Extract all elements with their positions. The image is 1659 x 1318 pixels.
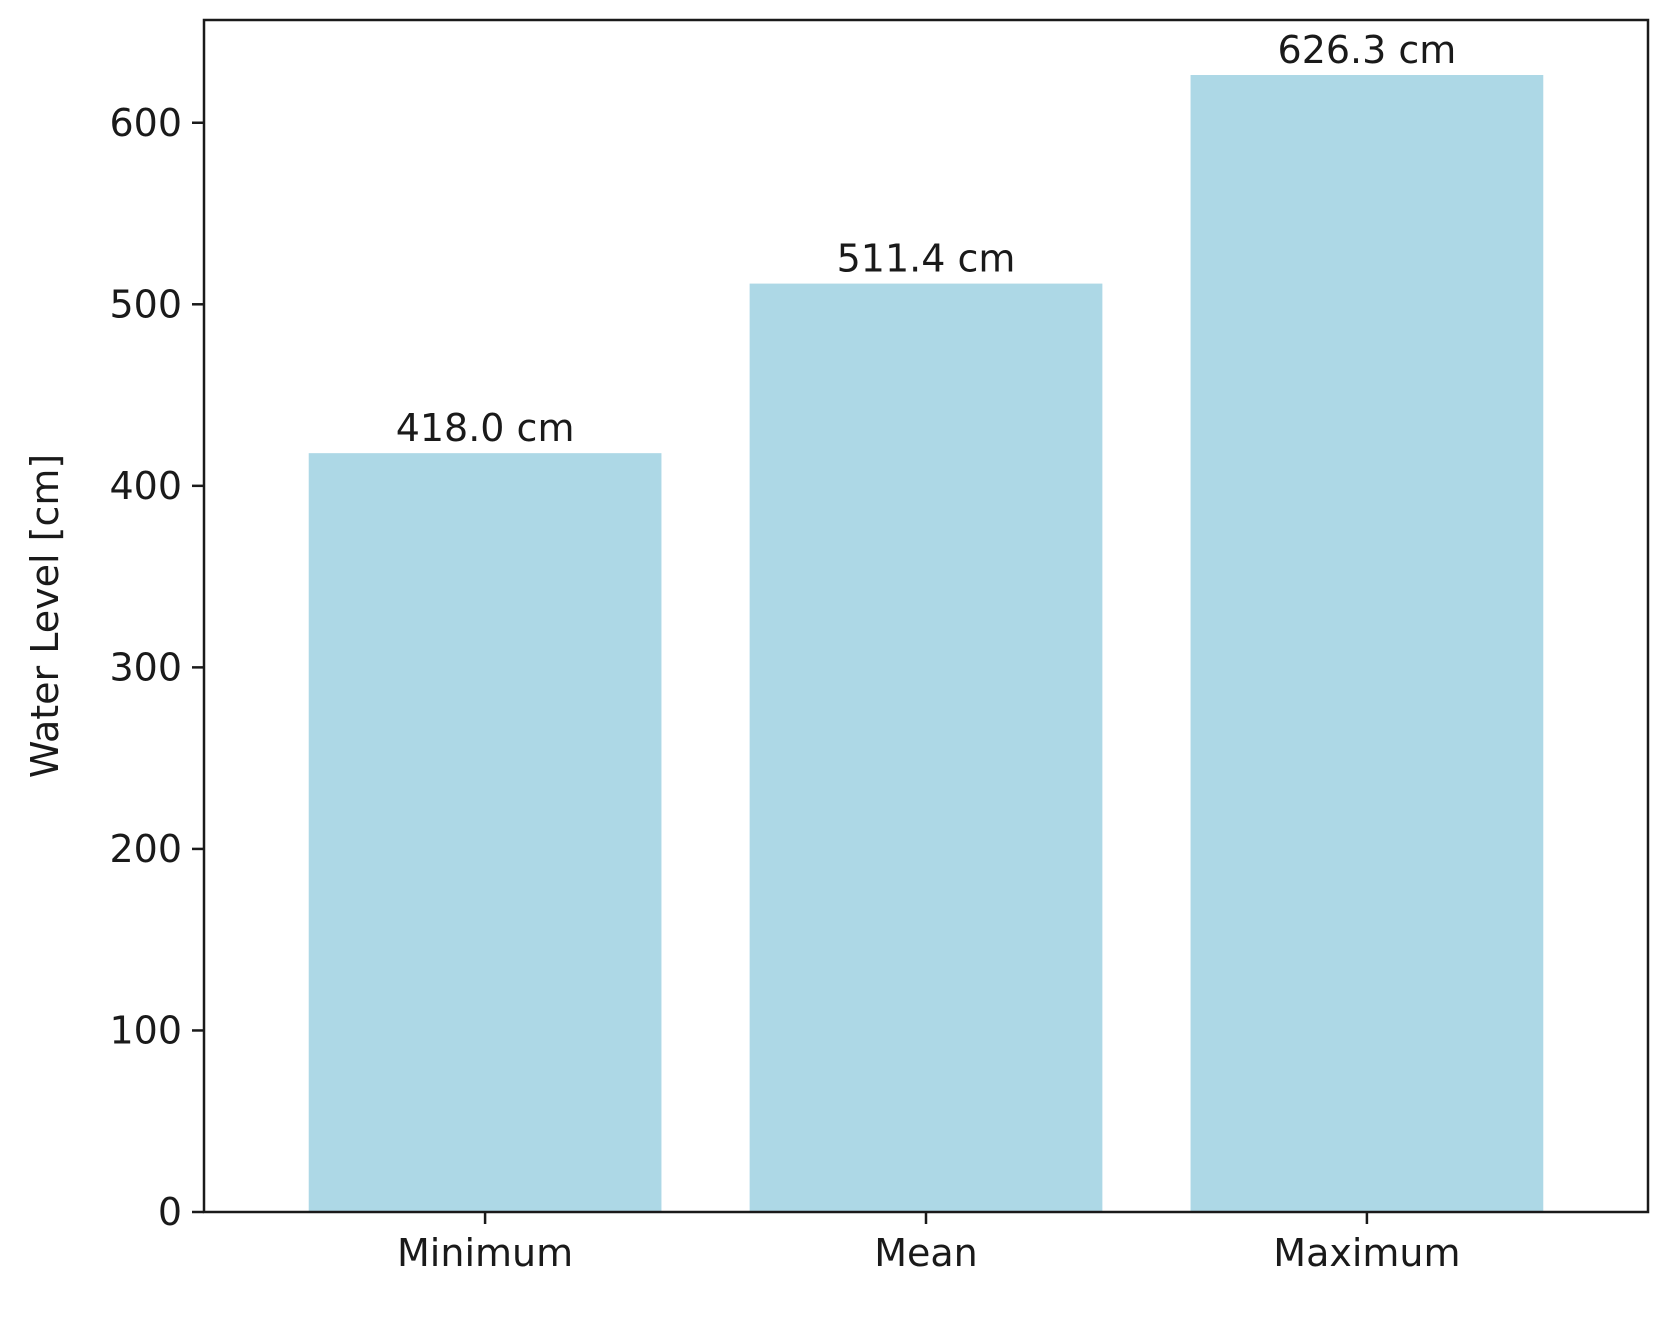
data-labels-layer: 418.0 cm 511.4 cm 626.3 cm xyxy=(396,28,1457,450)
y-tick-label: 600 xyxy=(109,101,182,145)
y-tick-label: 100 xyxy=(109,1008,182,1052)
x-tick-label-maximum: Maximum xyxy=(1273,1231,1460,1275)
bar-minimum xyxy=(308,453,662,1212)
x-axis: Minimum Mean Maximum xyxy=(397,1212,1461,1275)
y-tick-label: 0 xyxy=(158,1190,182,1234)
data-label-minimum: 418.0 cm xyxy=(396,406,575,450)
x-tick-label-minimum: Minimum xyxy=(397,1231,573,1275)
y-axis: 0 100 200 300 400 500 600 xyxy=(109,101,204,1234)
y-axis-title: Water Level [cm] xyxy=(23,454,67,778)
data-label-mean: 511.4 cm xyxy=(837,237,1016,281)
bar-maximum xyxy=(1190,75,1544,1213)
data-label-maximum: 626.3 cm xyxy=(1278,28,1457,72)
y-tick-label: 500 xyxy=(109,282,182,326)
y-tick-label: 200 xyxy=(109,827,182,871)
bar-mean xyxy=(749,283,1103,1213)
x-tick-label-mean: Mean xyxy=(874,1231,978,1275)
y-tick-label: 300 xyxy=(109,645,182,689)
y-tick-label: 400 xyxy=(109,464,182,508)
bars-layer xyxy=(308,75,1544,1213)
